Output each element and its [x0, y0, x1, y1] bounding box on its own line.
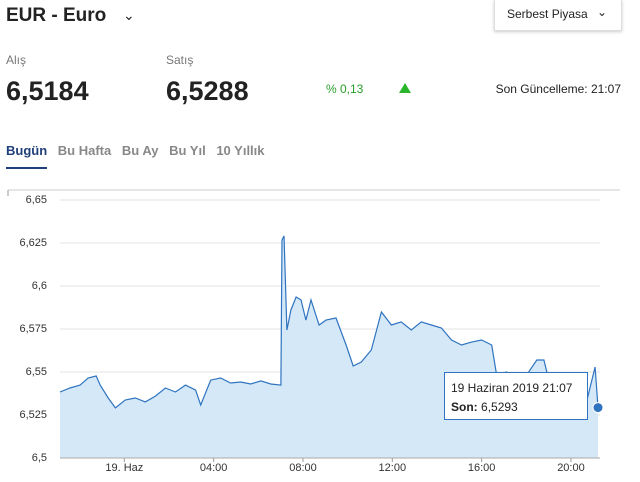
y-tick-label: 6,525: [19, 409, 47, 421]
up-arrow: [399, 83, 411, 93]
y-tick-label: 6,55: [26, 366, 47, 378]
x-tick-label: 16:00: [468, 462, 496, 474]
title-chevron[interactable]: ⌄: [123, 7, 135, 23]
tooltip-label: Son:: [451, 400, 478, 414]
y-tick-label: 6,625: [19, 237, 47, 249]
buy-label: Alış: [6, 53, 27, 67]
last-update: Son Güncelleme: 21:07: [495, 82, 621, 96]
tab[interactable]: Bu Yıl: [169, 143, 206, 158]
tab[interactable]: Bu Ay: [121, 143, 159, 158]
y-tick-label: 6,575: [19, 323, 47, 335]
tooltip-value: 6,5293: [481, 400, 518, 414]
tab[interactable]: Bugün: [6, 143, 48, 169]
market-dropdown[interactable]: Serbest Piyasa ⌄: [494, 0, 622, 31]
y-tick-label: 6,5: [32, 452, 47, 464]
tooltip-date: 19 Haziran 2019 21:07: [451, 381, 573, 395]
tab[interactable]: 10 Yıllık: [216, 143, 265, 158]
change: % 0,13: [326, 82, 364, 96]
currency-title: EUR - Euro: [6, 5, 107, 26]
x-tick-label: 04:00: [200, 462, 228, 474]
dropdown-label: Serbest Piyasa: [507, 7, 588, 21]
x-tick-label: 08:00: [289, 462, 317, 474]
tabs: Bugün Bu Hafta Bu Ay Bu Yıl 10 Yıllık: [6, 143, 265, 169]
tab[interactable]: Bu Hafta: [57, 143, 112, 158]
area: [60, 235, 598, 458]
x-tick-label: 20:00: [557, 462, 585, 474]
buy-value: 6,5184: [6, 76, 89, 106]
sell-value: 6,5288: [166, 76, 249, 106]
tooltip: 19 Haziran 2019 21:07 Son: 6,5293: [444, 372, 588, 420]
x-tick-label: 19. Haz: [105, 462, 143, 474]
y-tick-label: 6,65: [26, 194, 47, 206]
last-point: [592, 402, 604, 414]
y-tick-label: 6,6: [32, 280, 47, 292]
sell-label: Satış: [166, 53, 194, 67]
chart: 6,5 6,525 6,55 6,575 6,6 6,625 6,65 19. Haz 04:0…: [7, 189, 620, 474]
x-tick-label: 12:00: [379, 462, 407, 474]
